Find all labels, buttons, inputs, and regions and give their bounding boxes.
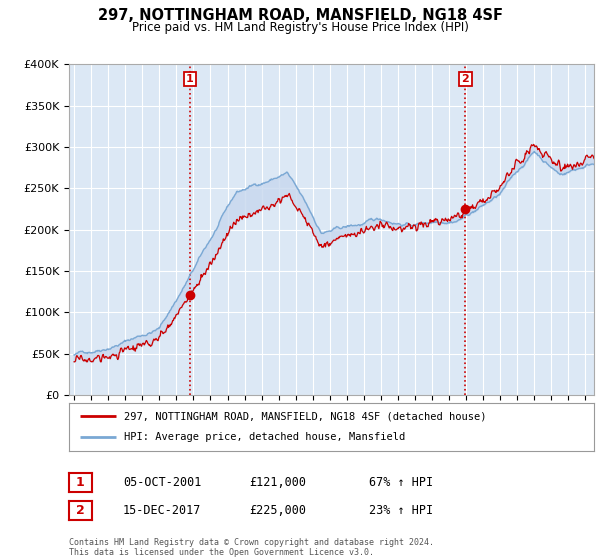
- Text: 15-DEC-2017: 15-DEC-2017: [123, 504, 202, 517]
- Text: 2: 2: [76, 504, 85, 517]
- Text: £121,000: £121,000: [249, 476, 306, 489]
- Text: 05-OCT-2001: 05-OCT-2001: [123, 476, 202, 489]
- Text: 297, NOTTINGHAM ROAD, MANSFIELD, NG18 4SF (detached house): 297, NOTTINGHAM ROAD, MANSFIELD, NG18 4S…: [124, 411, 487, 421]
- Text: 1: 1: [76, 476, 85, 489]
- Text: Contains HM Land Registry data © Crown copyright and database right 2024.
This d: Contains HM Land Registry data © Crown c…: [69, 538, 434, 557]
- Text: Price paid vs. HM Land Registry's House Price Index (HPI): Price paid vs. HM Land Registry's House …: [131, 21, 469, 34]
- Text: HPI: Average price, detached house, Mansfield: HPI: Average price, detached house, Mans…: [124, 432, 406, 442]
- Text: 1: 1: [186, 74, 194, 84]
- Text: 67% ↑ HPI: 67% ↑ HPI: [369, 476, 433, 489]
- Text: 2: 2: [461, 74, 469, 84]
- Text: £225,000: £225,000: [249, 504, 306, 517]
- Text: 23% ↑ HPI: 23% ↑ HPI: [369, 504, 433, 517]
- Text: 297, NOTTINGHAM ROAD, MANSFIELD, NG18 4SF: 297, NOTTINGHAM ROAD, MANSFIELD, NG18 4S…: [97, 8, 503, 24]
